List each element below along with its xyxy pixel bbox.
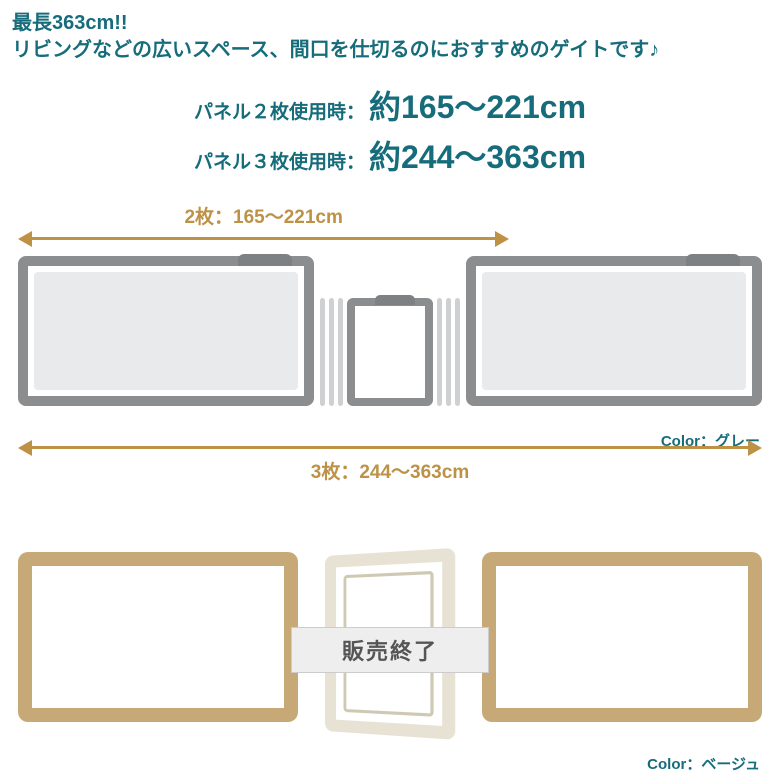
bar bbox=[320, 298, 325, 406]
arrowhead-right-icon bbox=[748, 440, 762, 456]
dimension-arrow-2panel: 2枚：165〜221cm bbox=[18, 202, 509, 240]
slide-bars bbox=[437, 298, 460, 406]
gate-door-assembly bbox=[320, 298, 460, 406]
arrowhead-left-icon bbox=[18, 440, 32, 456]
bar bbox=[329, 298, 334, 406]
arrow-label: 3枚：244〜363cm bbox=[18, 457, 762, 484]
gate-panel bbox=[482, 552, 762, 722]
color-label-beige: Color：ベージュ bbox=[647, 753, 760, 774]
bar bbox=[437, 298, 442, 406]
latch bbox=[686, 254, 740, 266]
product-gray-gate bbox=[18, 256, 762, 406]
latch bbox=[577, 552, 667, 566]
sold-out-badge: 販売終了 bbox=[291, 627, 489, 673]
spec-row: パネル２枚使用時： 約165〜221cm bbox=[0, 82, 780, 128]
bar bbox=[338, 298, 343, 406]
latch bbox=[113, 552, 203, 566]
arrow-line bbox=[32, 237, 495, 240]
arrowhead-right-icon bbox=[495, 231, 509, 247]
headline: 最長363cm!! リビングなどの広いスペース、間口を仕切るのにおすすめのゲイト… bbox=[0, 0, 780, 64]
spec-row: パネル３枚使用時： 約244〜363cm bbox=[0, 132, 780, 178]
mesh bbox=[482, 272, 746, 390]
bar bbox=[446, 298, 451, 406]
spec-block: パネル２枚使用時： 約165〜221cm パネル３枚使用時： 約244〜363c… bbox=[0, 82, 780, 178]
gate-panel bbox=[18, 552, 298, 722]
arrow-line bbox=[32, 446, 748, 449]
bar bbox=[455, 298, 460, 406]
headline-line1: 最長363cm!! bbox=[12, 10, 768, 37]
arrow-label: 2枚：165〜221cm bbox=[18, 202, 509, 229]
arrowhead-left-icon bbox=[18, 231, 32, 247]
headline-line2: リビングなどの広いスペース、間口を仕切るのにおすすめのゲイトです♪ bbox=[12, 37, 768, 64]
dimension-arrow-3panel: 3枚：244〜363cm bbox=[18, 446, 762, 484]
latch bbox=[375, 295, 415, 305]
spec-value: 約165〜221cm bbox=[369, 82, 586, 128]
spec-label: パネル２枚使用時： bbox=[194, 97, 365, 124]
spec-value: 約244〜363cm bbox=[369, 132, 586, 178]
product-beige-gate: 販売終了 bbox=[18, 552, 762, 727]
spec-label: パネル３枚使用時： bbox=[194, 147, 365, 174]
mesh bbox=[34, 272, 298, 390]
gate-door bbox=[347, 298, 433, 406]
gate-panel bbox=[18, 256, 314, 406]
slide-bars bbox=[320, 298, 343, 406]
latch bbox=[238, 254, 292, 266]
gate-panel bbox=[466, 256, 762, 406]
